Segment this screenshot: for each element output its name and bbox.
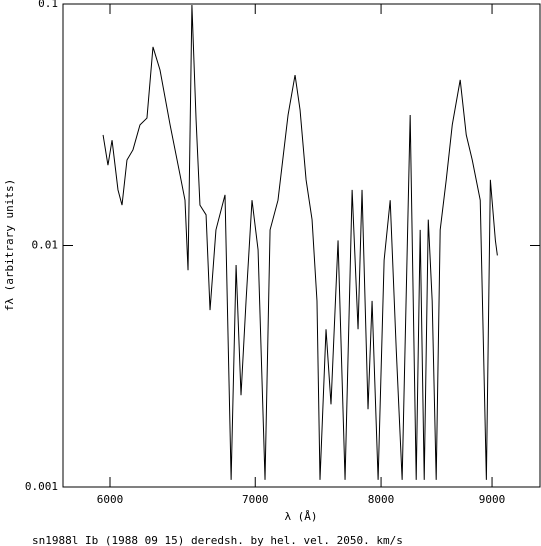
x-tick-label: 8000 [368, 493, 395, 506]
plot-frame [62, 3, 541, 488]
y-tick-label: 0.01 [32, 239, 59, 252]
x-tick-label: 6000 [97, 493, 124, 506]
spectrum-line [102, 5, 498, 480]
y-tick-label: 0.1 [38, 0, 58, 10]
x-tick-label: 7000 [242, 493, 269, 506]
y-axis-label: fλ (arbitrary units) [3, 179, 16, 311]
caption: sn1988l Ib (1988 09 15) deredsh. by hel.… [32, 534, 403, 546]
x-axis-label: λ (Å) [284, 510, 317, 523]
y-tick-label: 0.001 [25, 480, 58, 493]
x-tick-label: 9000 [479, 493, 506, 506]
